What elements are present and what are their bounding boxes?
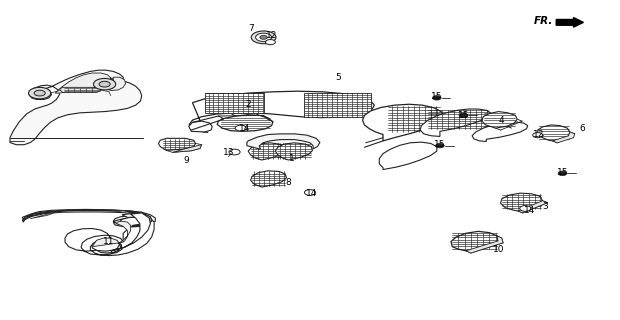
- Polygon shape: [466, 236, 503, 253]
- Text: 8: 8: [285, 178, 291, 187]
- Circle shape: [304, 190, 316, 196]
- Circle shape: [433, 96, 441, 100]
- Text: 7: 7: [249, 24, 254, 33]
- Polygon shape: [92, 221, 131, 247]
- Text: 12: 12: [266, 31, 277, 40]
- Polygon shape: [159, 138, 195, 150]
- Polygon shape: [250, 171, 286, 187]
- Polygon shape: [92, 213, 151, 251]
- Text: 15: 15: [557, 168, 568, 177]
- Text: 15: 15: [458, 111, 469, 120]
- Text: 11: 11: [103, 237, 115, 246]
- Polygon shape: [10, 70, 142, 145]
- Circle shape: [436, 143, 445, 148]
- Text: 2: 2: [246, 100, 251, 109]
- Circle shape: [34, 90, 45, 96]
- Polygon shape: [65, 212, 154, 256]
- Circle shape: [94, 78, 116, 90]
- Text: 14: 14: [239, 124, 250, 132]
- Text: 13: 13: [223, 148, 234, 157]
- Circle shape: [99, 81, 110, 87]
- Polygon shape: [30, 211, 60, 219]
- Text: 15: 15: [434, 140, 446, 149]
- Polygon shape: [188, 121, 212, 132]
- Polygon shape: [518, 201, 547, 213]
- Text: 1: 1: [288, 154, 294, 163]
- Text: FR.: FR.: [534, 16, 553, 27]
- Polygon shape: [363, 104, 443, 141]
- Polygon shape: [482, 112, 517, 128]
- Text: 14: 14: [524, 206, 535, 215]
- Polygon shape: [247, 134, 320, 149]
- Polygon shape: [275, 143, 312, 160]
- Circle shape: [265, 40, 275, 45]
- Polygon shape: [304, 93, 371, 117]
- Polygon shape: [500, 193, 542, 211]
- Circle shape: [520, 205, 531, 211]
- Circle shape: [235, 125, 246, 131]
- Polygon shape: [22, 209, 156, 226]
- Circle shape: [29, 87, 51, 99]
- Circle shape: [533, 132, 542, 138]
- Polygon shape: [172, 145, 202, 152]
- Polygon shape: [22, 210, 152, 227]
- Polygon shape: [379, 142, 437, 170]
- Circle shape: [260, 36, 267, 39]
- Polygon shape: [112, 210, 137, 215]
- FancyArrow shape: [556, 18, 583, 27]
- Polygon shape: [248, 143, 286, 160]
- Circle shape: [255, 33, 272, 42]
- Polygon shape: [552, 132, 575, 143]
- Text: 10: 10: [493, 245, 505, 254]
- Text: 5: 5: [335, 73, 341, 82]
- Text: 9: 9: [184, 156, 189, 164]
- Polygon shape: [451, 231, 498, 251]
- Circle shape: [558, 171, 567, 176]
- Polygon shape: [217, 115, 273, 131]
- Polygon shape: [55, 73, 111, 93]
- Circle shape: [229, 149, 240, 155]
- Text: 14: 14: [306, 189, 317, 198]
- Polygon shape: [472, 122, 528, 141]
- Text: 4: 4: [499, 116, 505, 125]
- Circle shape: [251, 31, 276, 44]
- Circle shape: [459, 113, 467, 118]
- Text: 6: 6: [579, 124, 585, 133]
- Text: 15: 15: [431, 92, 443, 101]
- Polygon shape: [538, 125, 570, 141]
- Text: 3: 3: [542, 202, 548, 211]
- Polygon shape: [420, 109, 490, 136]
- Polygon shape: [205, 93, 264, 113]
- Polygon shape: [189, 91, 374, 132]
- Polygon shape: [60, 87, 101, 92]
- Text: 12: 12: [533, 130, 544, 139]
- Polygon shape: [105, 77, 126, 91]
